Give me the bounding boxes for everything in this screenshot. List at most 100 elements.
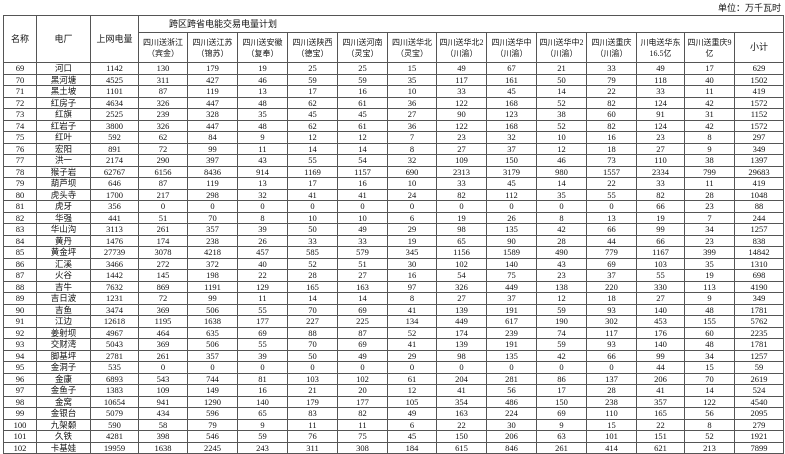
plant-name: 华山沟 [36, 223, 91, 236]
header-grid-energy: 上网电量 [90, 15, 139, 63]
value-cell: 56 [684, 407, 735, 420]
value-cell: 621 [636, 441, 685, 454]
value-cell: 3078 [138, 246, 188, 259]
plant-name: 宏阳 [36, 142, 91, 155]
value-cell: 88 [287, 326, 338, 339]
value-cell: 217 [138, 188, 188, 201]
subtotal-cell: 59 [733, 361, 785, 374]
value-cell: 35 [684, 257, 735, 270]
value-cell: 1169 [287, 165, 338, 178]
subtotal-cell: 2095 [733, 407, 785, 420]
value-cell: 98 [436, 349, 487, 362]
table-row: 92 姜射坝 4967 464 635 69 88 87 52 174 239 74 117 176 60 2… [3, 326, 785, 339]
value-cell: 87 [138, 177, 188, 190]
value-cell: 42 [536, 223, 587, 236]
value-cell: 2245 [187, 441, 238, 454]
plant-name: 江边 [36, 315, 91, 328]
value-cell: 0 [387, 361, 437, 374]
value-cell: 45 [387, 430, 437, 443]
value-cell: 19 [684, 269, 735, 282]
value-cell: 48 [684, 338, 735, 351]
value-cell: 21 [536, 62, 587, 75]
value-cell: 690 [387, 165, 437, 178]
value-cell: 32 [486, 131, 537, 144]
value-cell: 72 [138, 142, 188, 155]
value-cell: 298 [187, 188, 238, 201]
table-row: 72 红房子 4634 326 447 48 62 61 36 122 168 52 82 124 42 15… [3, 96, 785, 109]
value-cell: 66 [636, 200, 685, 213]
value-cell: 941 [138, 395, 188, 408]
value-cell: 49 [337, 223, 388, 236]
value-cell: 17 [536, 384, 587, 397]
value-cell: 124 [636, 96, 685, 109]
value-cell: 19959 [90, 441, 139, 454]
plant-name: 卡基娃 [36, 441, 91, 454]
value-cell: 311 [138, 73, 188, 86]
row-number: 88 [3, 280, 37, 293]
row-number: 96 [3, 372, 37, 385]
value-cell: 75 [486, 269, 537, 282]
value-cell: 8 [237, 211, 288, 224]
value-cell: 3179 [486, 165, 537, 178]
row-number: 77 [3, 154, 37, 167]
value-cell: 28 [586, 384, 637, 397]
value-cell: 10 [287, 211, 338, 224]
value-cell: 130 [138, 62, 188, 75]
table-row: 99 金银台 5079 434 596 65 83 82 49 163 224 69 110 165 56 2… [3, 407, 785, 420]
value-cell: 48 [237, 119, 288, 132]
value-cell: 70 [287, 338, 338, 351]
value-cell: 48 [237, 96, 288, 109]
value-cell: 69 [586, 257, 637, 270]
value-cell: 62 [287, 96, 338, 109]
value-cell: 35 [237, 108, 288, 121]
value-cell: 23 [636, 131, 685, 144]
value-cell: 105 [387, 395, 437, 408]
value-cell: 82 [636, 188, 685, 201]
value-cell: 0 [436, 200, 487, 213]
table-row: 98 金窝 10654 941 1290 140 179 177 105 354 486 150 238… [3, 395, 785, 408]
value-cell: 33 [436, 85, 487, 98]
value-cell: 41 [636, 384, 685, 397]
value-cell: 37 [486, 142, 537, 155]
value-cell: 50 [536, 73, 587, 86]
value-cell: 16 [237, 384, 288, 397]
value-cell: 103 [636, 257, 685, 270]
plant-name: 吉鱼 [36, 303, 91, 316]
value-cell: 18 [586, 142, 637, 155]
value-cell: 54 [436, 269, 487, 282]
value-cell: 49 [387, 407, 437, 420]
table-row: 87 火谷 1442 145 198 22 28 27 16 54 75 23 37 55 19 698 [3, 269, 785, 282]
value-cell: 177 [237, 315, 288, 328]
value-cell: 0 [586, 200, 637, 213]
row-number: 70 [3, 73, 37, 86]
value-cell: 543 [138, 372, 188, 385]
value-cell: 1442 [90, 269, 139, 282]
value-cell: 357 [187, 349, 238, 362]
value-cell: 34 [684, 223, 735, 236]
value-cell: 50 [287, 223, 338, 236]
value-cell: 112 [486, 188, 537, 201]
value-cell: 79 [586, 73, 637, 86]
value-cell: 67 [486, 62, 537, 75]
value-cell: 35 [536, 188, 587, 201]
value-cell: 27739 [90, 246, 139, 259]
plant-name: 交财湾 [36, 338, 91, 351]
value-cell: 113 [684, 280, 735, 293]
value-cell: 59 [237, 430, 288, 443]
value-cell: 25 [337, 62, 388, 75]
value-cell: 70 [287, 303, 338, 316]
value-cell: 22 [237, 269, 288, 282]
value-cell: 50 [287, 349, 338, 362]
value-cell: 239 [138, 108, 188, 121]
value-cell: 69 [337, 303, 388, 316]
value-cell: 204 [436, 372, 487, 385]
value-cell: 69 [337, 338, 388, 351]
value-cell: 3474 [90, 303, 139, 316]
value-cell: 4281 [90, 430, 139, 443]
value-cell: 4525 [90, 73, 139, 86]
value-cell: 11 [684, 85, 735, 98]
value-cell: 225 [337, 315, 388, 328]
value-cell: 646 [90, 177, 139, 190]
value-cell: 109 [436, 154, 487, 167]
row-number: 95 [3, 361, 37, 374]
